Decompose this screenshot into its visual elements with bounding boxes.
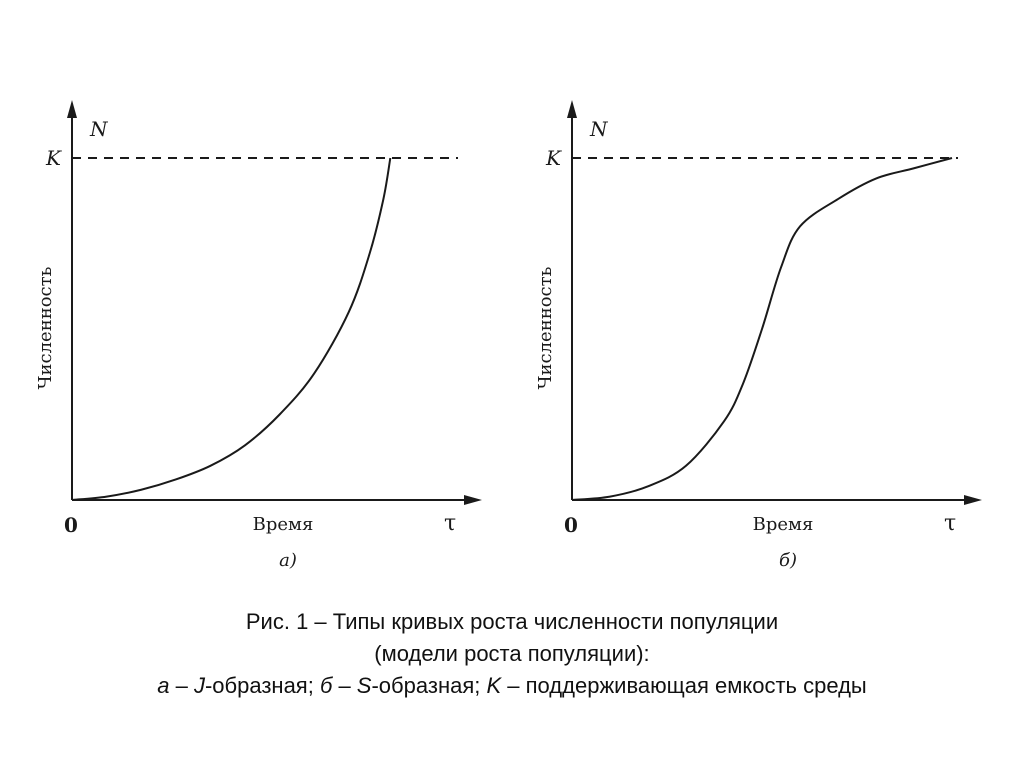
panel-a-y-title: Численность	[35, 266, 56, 389]
panel-b-origin-label: 0	[564, 513, 578, 537]
caption-line-1: Рис. 1 – Типы кривых роста численности п…	[245, 609, 779, 634]
caption-k-text: поддерживающая емкость среды	[525, 673, 867, 698]
panel-b-panel-label: б)	[779, 550, 797, 571]
panel-a-x-title: Время	[253, 514, 314, 535]
panel-b-growth-curve-0	[571, 157, 953, 501]
panel-a-growth-curve-0	[71, 157, 392, 501]
caption-label-b: б	[319, 673, 333, 698]
figure: N K 0 Время τ а) Численность N K 0 Время τ б) Численн…	[35, 100, 982, 571]
panel-a: N K 0 Время τ а) Численность	[35, 100, 482, 571]
panel-b-x-axis-arrow	[964, 495, 982, 505]
panel-a-y-symbol: N	[89, 117, 109, 141]
panel-b: N K 0 Время τ б) Численность	[535, 100, 982, 571]
caption-label-s: S	[356, 673, 372, 698]
caption-s-text: -образная;	[371, 673, 487, 698]
caption-dash-3: –	[501, 673, 526, 698]
panel-a-y-axis-arrow	[67, 100, 77, 118]
panel-a-origin-label: 0	[64, 513, 78, 537]
caption-dash-2: –	[332, 673, 357, 698]
panel-b-x-symbol: τ	[944, 511, 956, 536]
panel-a-x-axis-arrow	[464, 495, 482, 505]
caption-line-3: а – J-образная; б – S-образная; K – подд…	[0, 670, 1024, 702]
panel-a-capacity-label: K	[45, 146, 62, 170]
caption-line-2: (модели роста популяции):	[374, 641, 650, 666]
panel-a-x-symbol: τ	[444, 511, 456, 536]
caption-label-a: а	[157, 673, 170, 698]
panel-b-y-symbol: N	[589, 117, 609, 141]
panel-b-x-title: Время	[753, 514, 814, 535]
panel-b-y-axis-arrow	[567, 100, 577, 118]
caption-dash-1: –	[169, 673, 194, 698]
panel-b-capacity-label: K	[545, 146, 562, 170]
figure-caption: Рис. 1 – Типы кривых роста численности п…	[0, 606, 1024, 702]
caption-j-text: -образная;	[204, 673, 320, 698]
panel-a-panel-label: а)	[279, 550, 297, 571]
panel-b-y-title: Численность	[535, 266, 556, 389]
caption-label-j: J	[193, 673, 205, 698]
caption-label-k: K	[486, 673, 502, 698]
